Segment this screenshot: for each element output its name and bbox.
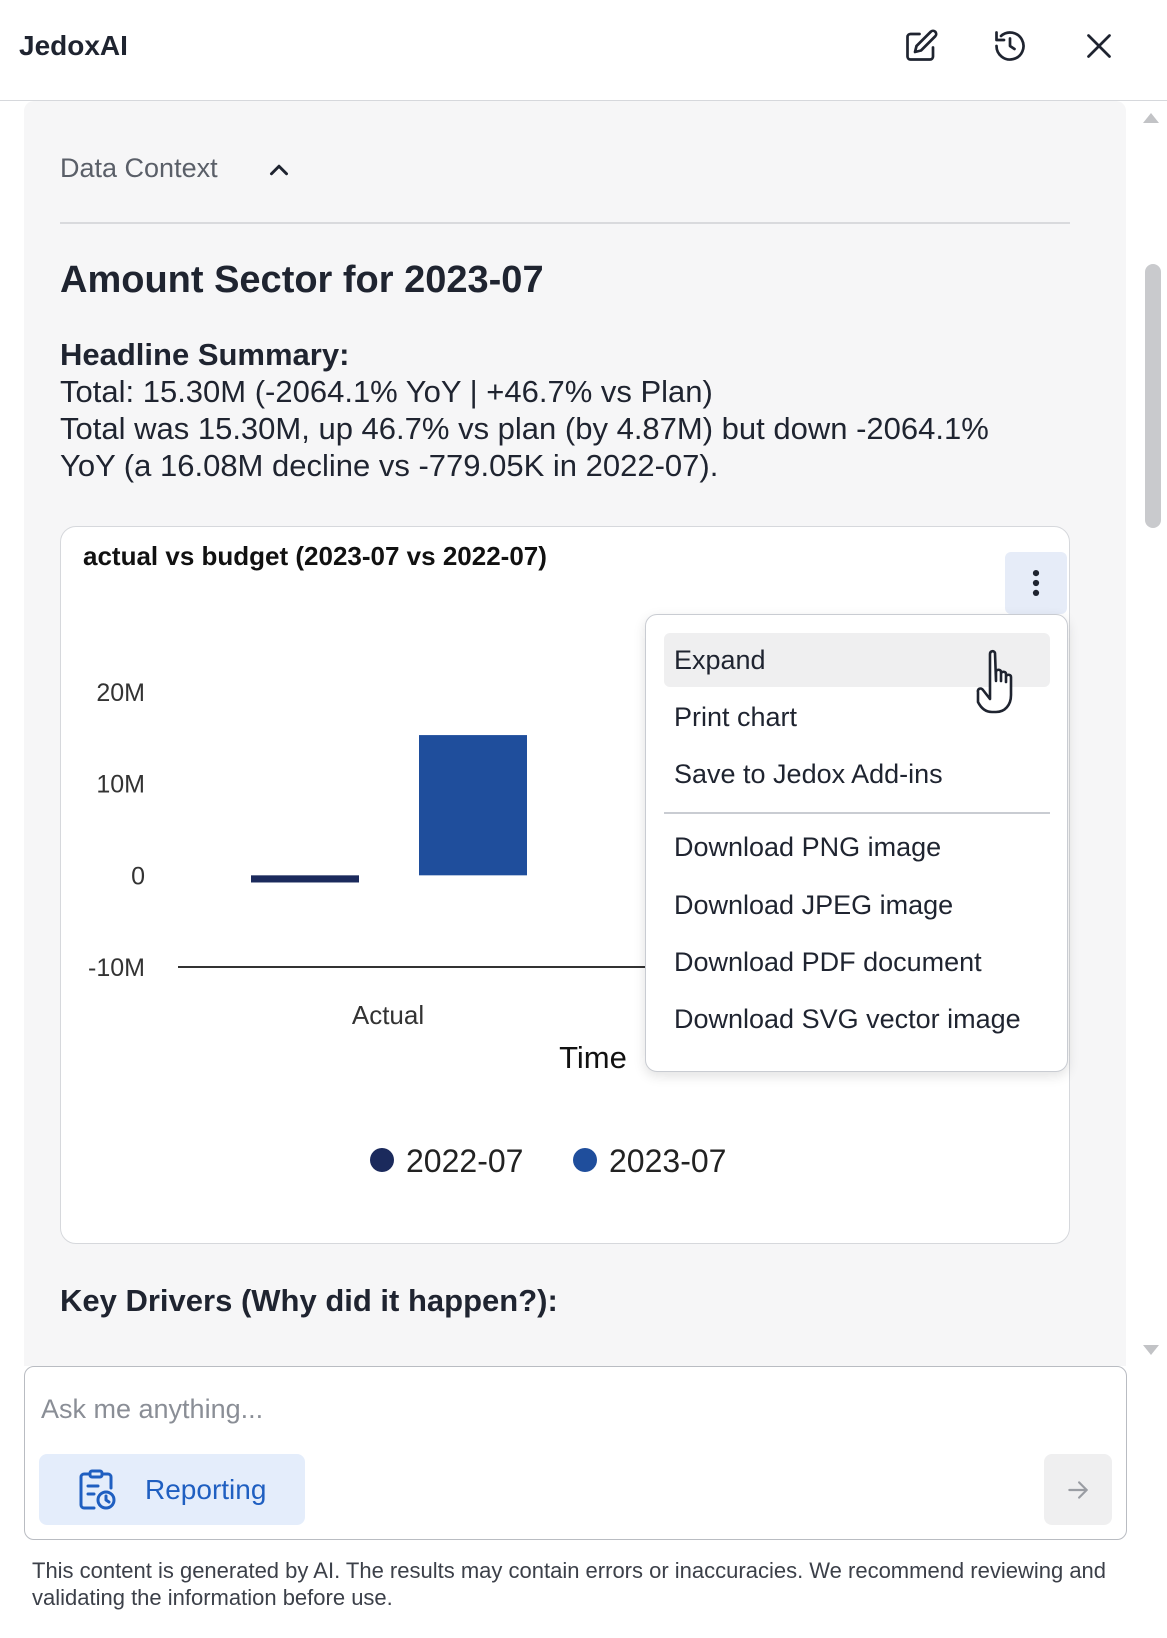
- menu-item-download-pdf[interactable]: Download PDF document: [674, 946, 982, 977]
- chat-composer: Reporting: [24, 1366, 1127, 1540]
- headline-summary-label: Headline Summary:: [60, 337, 350, 372]
- scroll-down-arrow-icon[interactable]: [1140, 1341, 1162, 1359]
- reporting-label: Reporting: [145, 1473, 267, 1505]
- summary-line: Total: 15.30M (-2064.1% YoY | +46.7% vs …: [60, 374, 713, 409]
- legend-label: 2023-07: [609, 1143, 726, 1179]
- edit-icon: [906, 29, 938, 61]
- scrollbar-thumb[interactable]: [1145, 264, 1161, 528]
- chart-menu-button[interactable]: [1005, 552, 1067, 614]
- legend-label: 2022-07: [406, 1143, 523, 1179]
- send-button[interactable]: [1044, 1454, 1112, 1525]
- summary-line: Total was 15.30M, up 46.7% vs plan (by 4…: [60, 411, 989, 446]
- report-clipboard-icon: [79, 1469, 116, 1509]
- y-tick-label: 0: [131, 862, 145, 890]
- reporting-mode-button[interactable]: Reporting: [39, 1454, 305, 1525]
- close-icon: [1087, 34, 1111, 58]
- history-icon: [995, 31, 1025, 61]
- legend-marker: [370, 1148, 394, 1172]
- summary-line: YoY (a 16.08M decline vs -779.05K in 202…: [60, 448, 719, 483]
- bar-2022-07: [251, 875, 359, 883]
- x-category-label: Actual: [352, 1000, 424, 1030]
- menu-separator: [664, 812, 1050, 814]
- more-vertical-icon: [1032, 569, 1040, 597]
- menu-item-expand[interactable]: Expand: [664, 633, 1050, 687]
- menu-item-download-jpeg[interactable]: Download JPEG image: [674, 889, 954, 920]
- y-tick-label: 10M: [96, 771, 145, 799]
- chevron-up-icon[interactable]: [264, 155, 294, 185]
- panel-header: JedoxAI: [0, 0, 1167, 101]
- scroll-up-arrow-icon[interactable]: [1140, 109, 1162, 127]
- app-title: JedoxAI: [19, 30, 128, 61]
- scrollbar[interactable]: [1136, 101, 1167, 1366]
- divider: [60, 222, 1070, 224]
- menu-item-save-to-add-ins[interactable]: Save to Jedox Add-ins: [674, 758, 943, 789]
- chart-context-menu: Expand Print chart Save to Jedox Add-ins…: [645, 614, 1068, 1072]
- data-context-label: Data Context: [60, 153, 218, 183]
- y-tick-label: 20M: [96, 679, 145, 707]
- chart-title: actual vs budget (2023-07 vs 2022-07): [83, 541, 547, 571]
- bar-chart: actual vs budget (2023-07 vs 2022-07) 20M…: [83, 541, 1051, 1179]
- ai-disclaimer: This content is generated by AI. The res…: [32, 1558, 1107, 1610]
- new-chat-button[interactable]: [899, 24, 943, 68]
- arrow-right-icon: [1068, 1480, 1088, 1499]
- close-button[interactable]: [1077, 24, 1121, 68]
- menu-item-download-svg[interactable]: Download SVG vector image: [674, 1003, 1021, 1034]
- history-button[interactable]: [988, 24, 1032, 68]
- legend-marker: [573, 1148, 597, 1172]
- menu-item-print-chart[interactable]: Print chart: [674, 701, 798, 732]
- bar-2023-07: [419, 735, 527, 876]
- key-drivers-heading: Key Drivers (Why did it happen?):: [60, 1283, 558, 1318]
- x-axis-title: Time: [559, 1040, 627, 1075]
- report-title: Amount Sector for 2023-07: [60, 259, 544, 301]
- chat-input[interactable]: [41, 1387, 1101, 1431]
- menu-item-download-png[interactable]: Download PNG image: [674, 831, 942, 862]
- y-tick-label: -10M: [88, 954, 145, 982]
